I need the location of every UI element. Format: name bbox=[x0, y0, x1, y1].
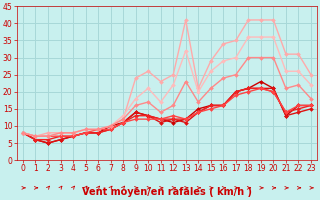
X-axis label: Vent moyen/en rafales ( km/h ): Vent moyen/en rafales ( km/h ) bbox=[82, 187, 252, 197]
